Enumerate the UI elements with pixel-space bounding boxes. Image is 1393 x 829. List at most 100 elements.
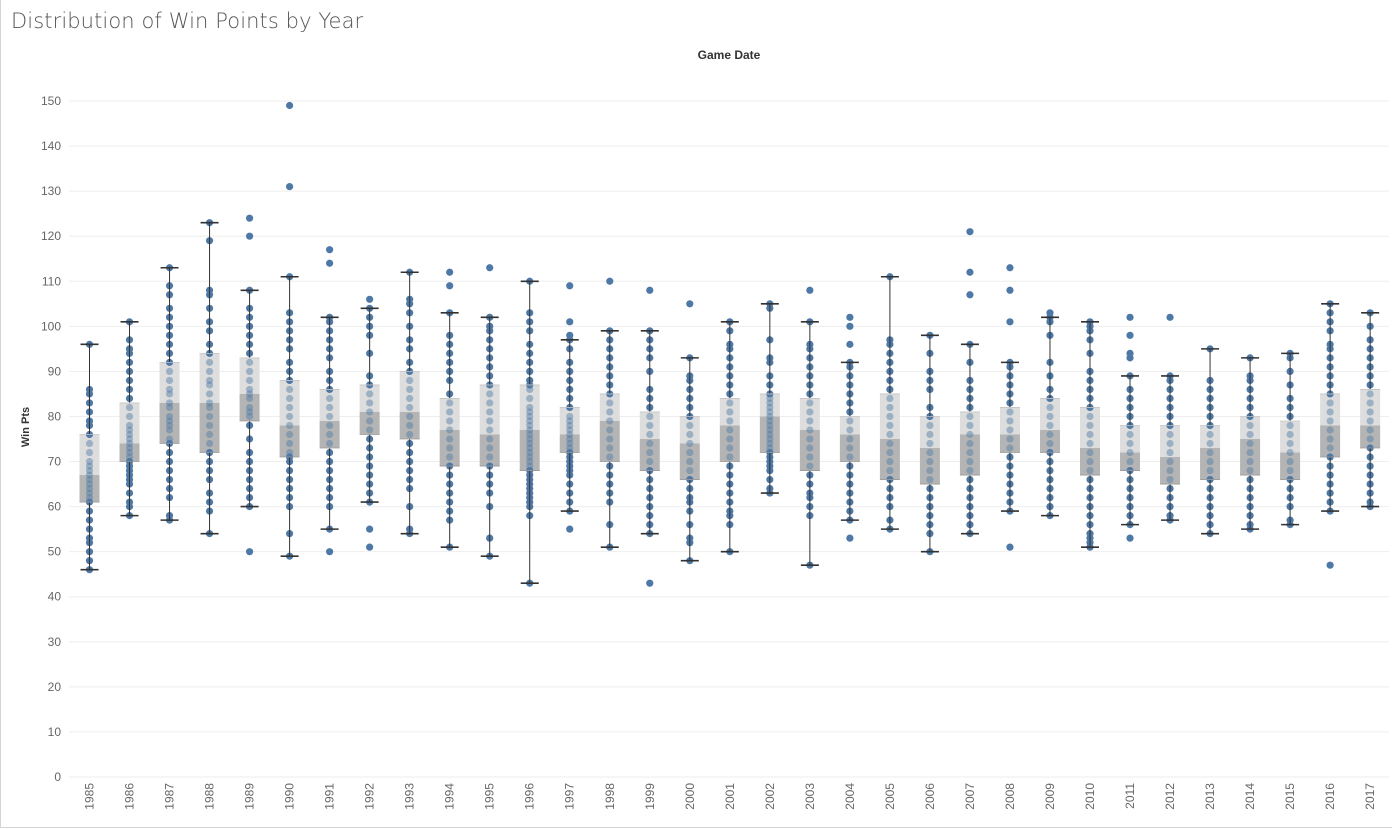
data-point <box>286 430 294 439</box>
box-lower <box>919 448 940 485</box>
data-point <box>1326 426 1334 434</box>
x-tick-label: 1987 <box>163 783 177 810</box>
data-point <box>926 466 934 475</box>
box-upper <box>1320 393 1341 426</box>
data-point <box>85 484 94 493</box>
data-point <box>806 453 814 461</box>
data-point <box>1046 403 1054 412</box>
data-point <box>526 417 534 425</box>
data-point <box>726 444 734 452</box>
data-point <box>366 417 374 425</box>
data-point <box>646 439 654 448</box>
y-tick-label: 50 <box>48 545 62 559</box>
data-point <box>245 232 254 240</box>
data-point <box>526 448 534 457</box>
box-upper <box>719 398 740 426</box>
data-point <box>446 426 454 434</box>
data-point <box>886 403 894 412</box>
axis-layer: 0 10 20 30 40 50 60 70 80 90 100 110 120 130 140 150 198… <box>41 94 1377 810</box>
data-point <box>966 228 974 236</box>
data-point <box>1086 448 1094 457</box>
data-point <box>326 246 334 254</box>
x-tick-label: 2006 <box>923 783 937 810</box>
box-lower <box>319 420 340 449</box>
box-lower <box>959 434 980 476</box>
data-point <box>1286 466 1294 475</box>
data-point <box>846 322 854 330</box>
data-point <box>245 548 254 556</box>
data-point <box>125 448 134 457</box>
data-point <box>646 457 654 466</box>
data-point <box>646 579 654 587</box>
data-point <box>1326 444 1334 452</box>
box-lower <box>519 429 540 471</box>
data-point <box>1326 561 1334 569</box>
x-tick-label: 2008 <box>1003 783 1017 810</box>
box-upper <box>1200 425 1221 449</box>
data-point <box>886 421 894 430</box>
box-upper <box>439 398 460 430</box>
x-tick-label: 1997 <box>563 783 577 810</box>
data-point <box>566 282 574 290</box>
box-lower <box>1120 452 1141 471</box>
data-point <box>886 448 894 457</box>
data-point <box>646 430 654 439</box>
data-point <box>1126 439 1134 448</box>
box-upper <box>279 380 300 426</box>
data-point <box>85 471 94 479</box>
data-point <box>766 399 774 407</box>
x-tick-label: 2015 <box>1283 783 1297 810</box>
y-tick-label: 130 <box>41 184 61 198</box>
data-point <box>766 412 774 421</box>
data-point <box>165 421 174 430</box>
data-point <box>846 444 854 452</box>
data-point <box>966 291 974 299</box>
data-point <box>1006 543 1014 551</box>
data-point <box>366 399 374 407</box>
box-upper <box>959 411 980 435</box>
data-point <box>526 408 534 416</box>
data-point <box>446 417 454 425</box>
column-header: Game Date <box>697 48 761 62</box>
x-tick-label: 2000 <box>683 783 697 810</box>
data-point <box>366 543 374 551</box>
data-point <box>526 394 534 403</box>
data-point <box>1246 448 1254 457</box>
box-upper <box>559 407 580 435</box>
data-point <box>85 466 94 475</box>
data-point <box>1286 421 1294 430</box>
box-lower <box>559 434 580 453</box>
data-point <box>886 457 894 466</box>
data-point <box>125 430 134 439</box>
data-point <box>806 462 814 470</box>
data-point <box>205 430 214 439</box>
data-point <box>85 462 94 470</box>
data-point <box>125 403 134 412</box>
data-point <box>846 435 854 443</box>
x-tick-label: 1992 <box>363 783 377 810</box>
data-point <box>125 426 134 434</box>
data-point <box>926 439 934 448</box>
data-point <box>1206 466 1214 475</box>
box-upper <box>79 434 100 476</box>
data-point <box>566 430 574 439</box>
data-point <box>286 183 294 191</box>
data-point <box>1366 417 1374 425</box>
data-point <box>1366 408 1374 416</box>
data-point <box>806 435 814 443</box>
data-point <box>406 412 414 421</box>
data-point <box>766 403 774 412</box>
data-point <box>966 448 974 457</box>
data-point <box>366 426 374 434</box>
data-point <box>1126 430 1134 439</box>
data-point <box>326 439 334 448</box>
data-point <box>606 408 614 416</box>
data-point <box>366 390 374 398</box>
data-point <box>526 444 534 452</box>
data-point <box>326 421 334 430</box>
x-tick-label: 1991 <box>323 783 337 810</box>
data-point <box>125 435 134 443</box>
box-lower <box>1320 425 1341 458</box>
y-tick-label: 30 <box>48 635 62 649</box>
box-lower <box>79 475 100 503</box>
